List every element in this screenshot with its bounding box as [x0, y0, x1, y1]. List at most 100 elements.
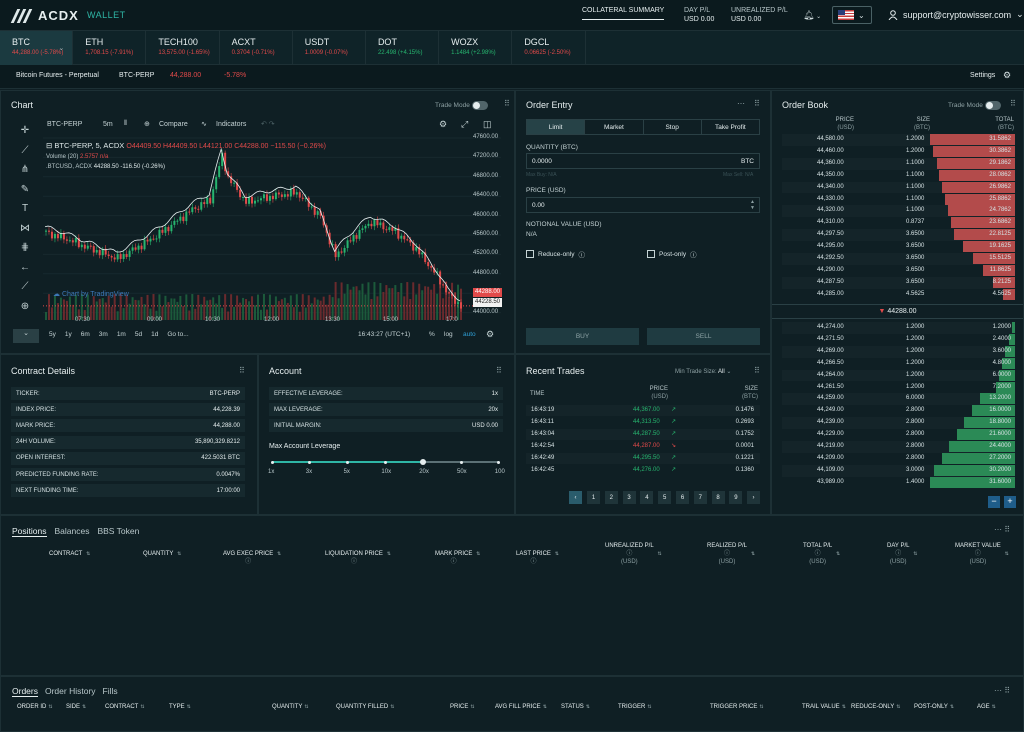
percent-toggle[interactable]: %	[429, 331, 435, 338]
tab-market[interactable]: Market	[585, 120, 644, 134]
ticker-tab-acxt[interactable]: ACXT 0.3704 (-0.71%)	[220, 31, 293, 65]
drag-handle-icon[interactable]: ⠿	[504, 99, 510, 108]
page-button[interactable]: 7	[693, 491, 707, 504]
text-icon[interactable]: T	[21, 203, 29, 214]
camera-icon[interactable]: ◫	[483, 119, 492, 129]
language-selector[interactable]: ⌄	[832, 6, 872, 24]
sort-icon[interactable]: ⇅	[836, 551, 841, 557]
orders-column[interactable]: POST-ONLY ⇅	[914, 704, 954, 710]
sort-icon[interactable]: ⇅	[304, 704, 309, 710]
ticker-tab-eth[interactable]: ETH 1,708.15 (-7.91%)	[73, 31, 147, 65]
ask-row[interactable]: 44,285.00 4.5625 4.5625	[782, 288, 1015, 301]
hide-toolbar-button[interactable]: ⌄	[13, 329, 39, 343]
drag-handle-icon[interactable]: ⠿	[754, 99, 760, 108]
log-toggle[interactable]: log	[444, 331, 453, 338]
trade-mode-toggle[interactable]: Trade Mode	[948, 101, 1001, 110]
page-button[interactable]: 2	[604, 491, 618, 504]
undo-icon[interactable]: ↶ ↷	[261, 121, 275, 128]
more-options-icon[interactable]: ⋯	[737, 99, 745, 108]
post-only-checkbox[interactable]	[647, 250, 655, 258]
brush-icon[interactable]: ✎	[20, 183, 30, 195]
bid-row[interactable]: 44,274.00 1.2000 1.2000	[782, 322, 1015, 334]
sort-icon[interactable]: ⇅	[913, 551, 918, 557]
bid-row[interactable]: 44,264.00 1.2000 6.0000	[782, 369, 1015, 382]
collapse-icon[interactable]: ⊟	[46, 141, 53, 150]
quantity-input[interactable]: 0.0000 BTC	[526, 153, 760, 169]
toggle-switch[interactable]	[984, 101, 1001, 110]
reduce-only-option[interactable]: Reduce-only ⓘ	[526, 249, 585, 259]
leverage-step[interactable]	[308, 460, 312, 464]
orders-column[interactable]: TRIGGER ⇅	[618, 704, 652, 710]
leverage-step[interactable]	[383, 460, 387, 464]
ask-row[interactable]: 44,340.00 1.1000 26.9862	[782, 181, 1015, 194]
bid-row[interactable]: 44,239.00 2.8000 18.8000	[782, 417, 1015, 430]
positions-column[interactable]: MARKET VALUE ⓘ (USD) ⇅	[955, 542, 1009, 566]
leverage-step[interactable]	[459, 460, 463, 464]
page-button[interactable]: 9	[729, 491, 743, 504]
fullscreen-icon[interactable]: ⤢	[461, 119, 469, 129]
page-button[interactable]: 6	[676, 491, 689, 504]
drag-handle-icon[interactable]: ⠿	[496, 366, 502, 375]
tab-bbs-token[interactable]: BBS Token	[97, 526, 140, 536]
bid-row[interactable]: 44,109.00 3.0000 30.2000	[782, 464, 1015, 477]
ask-row[interactable]: 44,310.00 0.8737 23.6862	[782, 217, 1015, 230]
range-4[interactable]: 1m	[116, 331, 126, 338]
chevron-down-icon[interactable]: ⌄	[58, 45, 65, 52]
min-size-filter[interactable]: Min Trade Size: All ⌄	[675, 369, 732, 375]
post-only-option[interactable]: Post-only ⓘ	[647, 249, 697, 259]
measure-icon[interactable]: ⋕	[20, 242, 30, 253]
positions-column[interactable]: QUANTITY ⇅	[143, 550, 181, 558]
ask-row[interactable]: 44,290.00 3.6500 11.8625	[782, 264, 1015, 277]
sort-icon[interactable]: ⇅	[470, 704, 475, 710]
zoom-in-button[interactable]: +	[1004, 496, 1016, 508]
sort-icon[interactable]: ⇅	[949, 704, 955, 710]
leverage-step[interactable]	[270, 460, 274, 464]
orders-column[interactable]: TRIGGER PRICE ⇅	[710, 704, 764, 710]
ask-row[interactable]: 44,320.00 1.1000 24.7862	[782, 205, 1015, 218]
sort-icon[interactable]: ⇅	[759, 704, 764, 710]
wallet-link[interactable]: WALLET	[87, 10, 126, 20]
orders-column[interactable]: AVG FILL PRICE ⇅	[495, 704, 547, 710]
indicators-icon[interactable]: ∿	[201, 121, 207, 128]
bid-row[interactable]: 44,219.00 2.8000 24.4000	[782, 441, 1015, 453]
page-button[interactable]: 3	[622, 491, 636, 504]
sort-icon[interactable]: ⇅	[177, 551, 182, 557]
ask-row[interactable]: 44,292.50 3.6500 15.5125	[782, 253, 1015, 265]
positions-column[interactable]: LAST PRICE ⓘ ⇅	[516, 550, 559, 566]
bid-row[interactable]: 44,259.00 6.0000 13.2000	[782, 393, 1015, 406]
orders-column[interactable]: AGE ⇅	[977, 704, 996, 710]
ticker-tab-dot[interactable]: DOT 22.498 (+4.15%)	[366, 31, 440, 65]
sort-icon[interactable]: ⇅	[140, 704, 145, 710]
more-options-icon[interactable]: ⋯ ⠿	[994, 525, 1011, 534]
chart-settings-icon[interactable]: ⚙	[439, 119, 448, 129]
previous-page-button[interactable]: ‹	[569, 491, 582, 504]
drag-handle-icon[interactable]: ⠿	[1010, 99, 1016, 108]
tab-order-history[interactable]: Order History	[44, 686, 96, 696]
positions-column[interactable]: CONTRACT ⇅	[49, 550, 90, 558]
orders-column[interactable]: STATUS ⇅	[561, 704, 590, 710]
leverage-step[interactable]	[420, 459, 427, 465]
ticker-tab-usdt[interactable]: USDT 1.0009 (-0.07%)	[293, 31, 366, 65]
compare-icon[interactable]: ⊕	[144, 121, 150, 128]
buy-button[interactable]: BUY	[526, 328, 639, 345]
sort-icon[interactable]: ⇅	[750, 551, 756, 557]
toggle-switch[interactable]	[471, 101, 488, 110]
orders-column[interactable]: REDUCE-ONLY ⇅	[851, 704, 900, 710]
range-1[interactable]: 1y	[64, 331, 72, 338]
bid-row[interactable]: 44,269.00 1.2000 3.6000	[782, 345, 1015, 358]
tab-balances[interactable]: Balances	[54, 526, 90, 536]
compare-button[interactable]: Compare	[159, 121, 188, 128]
tab-stop[interactable]: Stop	[644, 120, 702, 134]
orders-column[interactable]: ORDER ID ⇅	[17, 704, 53, 710]
tab-fills[interactable]: Fills	[102, 686, 118, 696]
positions-column[interactable]: UNREALIZED P/L ⓘ (USD) ⇅	[605, 542, 662, 566]
page-button[interactable]: 4	[640, 491, 654, 504]
orders-column[interactable]: QUANTITY ⇅	[272, 704, 309, 710]
symbol-selector[interactable]: BTC-PERP	[47, 121, 83, 128]
positions-column[interactable]: LIQUIDATION PRICE ⓘ ⇅	[325, 550, 391, 566]
ask-row[interactable]: 44,460.00 1.2000 30.3862	[782, 145, 1015, 158]
user-menu[interactable]: support@cryptowisser.com ⌄	[888, 9, 1024, 20]
range-2[interactable]: 6m	[80, 331, 90, 338]
range-6[interactable]: 1d	[151, 331, 159, 338]
page-button[interactable]: 8	[711, 491, 725, 504]
